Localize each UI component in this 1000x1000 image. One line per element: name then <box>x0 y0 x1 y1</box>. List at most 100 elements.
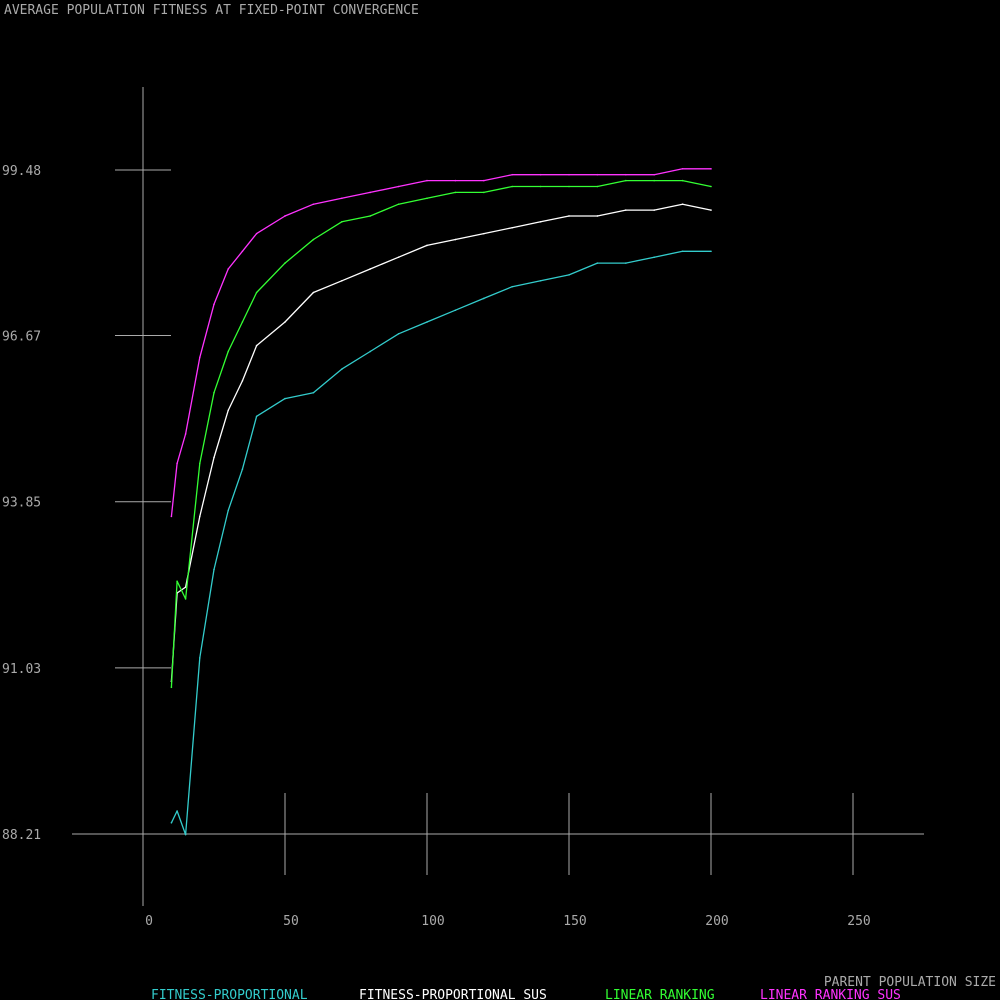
data-point <box>213 456 215 459</box>
data-point <box>213 568 215 571</box>
data-point <box>397 332 400 335</box>
data-point <box>710 250 712 253</box>
x-tick-label: 0 <box>145 914 153 929</box>
data-point <box>710 168 712 170</box>
data-point <box>312 391 315 394</box>
data-point <box>227 509 229 512</box>
data-point <box>369 268 372 270</box>
data-point <box>454 309 457 312</box>
data-point <box>341 279 343 282</box>
data-point <box>710 209 712 211</box>
x-axis-label: PARENT POPULATION SIZE <box>824 975 996 990</box>
data-point <box>341 197 343 200</box>
series-line <box>170 168 711 517</box>
data-point <box>625 262 627 264</box>
data-point <box>511 185 513 188</box>
data-point <box>227 350 229 353</box>
legend-item: FITNESS-PROPORTIONAL <box>151 988 308 1000</box>
data-point <box>397 256 400 258</box>
data-point <box>397 185 400 188</box>
data-point <box>255 415 258 418</box>
chart-title: AVERAGE POPULATION FITNESS AT FIXED-POIN… <box>4 3 419 18</box>
x-tick-label: 100 <box>421 914 444 929</box>
data-point <box>284 262 286 264</box>
legend-item: LINEAR RANKING <box>605 988 715 1000</box>
data-point <box>483 232 485 235</box>
data-point <box>454 191 457 194</box>
y-ticks: 88.21 91.03 93.85 96.67 99.48 <box>2 164 171 843</box>
data-point <box>199 657 201 659</box>
data-point <box>426 244 428 247</box>
data-point <box>284 397 286 400</box>
data-point <box>255 232 258 235</box>
data-point <box>710 185 712 188</box>
y-tick-label: 91.03 <box>2 662 41 677</box>
data-point <box>483 179 485 182</box>
data-point <box>312 203 315 205</box>
data-point <box>511 226 513 229</box>
data-point <box>241 250 244 253</box>
data-point <box>312 291 315 294</box>
data-point <box>653 179 655 182</box>
x-ticks: 0 50 100 150 200 250 <box>145 793 871 929</box>
legend-item: LINEAR RANKING SUS <box>760 988 901 1000</box>
data-point <box>284 321 286 323</box>
data-point <box>284 215 286 217</box>
data-point <box>199 356 201 359</box>
data-point <box>454 238 457 241</box>
data-point <box>625 173 627 176</box>
legend: FITNESS-PROPORTIONAL FITNESS-PROPORTIONAL… <box>151 988 901 1000</box>
data-point <box>227 268 229 270</box>
x-tick-label: 50 <box>283 914 299 929</box>
data-point <box>483 191 485 194</box>
series-line <box>170 250 711 836</box>
data-point <box>176 462 178 465</box>
y-tick-label: 99.48 <box>2 164 41 179</box>
y-tick-label: 93.85 <box>2 496 41 511</box>
data-point <box>369 350 372 353</box>
data-point <box>227 409 229 412</box>
data-point <box>176 810 178 812</box>
data-point <box>568 215 570 217</box>
x-tick-label: 250 <box>847 914 870 929</box>
data-point <box>454 179 457 182</box>
data-point <box>184 433 187 435</box>
data-point <box>625 209 627 211</box>
x-tick-label: 150 <box>563 914 586 929</box>
data-point <box>625 179 627 182</box>
data-point <box>596 262 599 264</box>
data-point <box>653 209 655 211</box>
data-point <box>568 274 570 276</box>
data-point <box>539 173 542 176</box>
y-tick-label: 96.67 <box>2 330 41 345</box>
data-point <box>596 173 599 176</box>
data-point <box>653 173 655 176</box>
data-point <box>213 391 215 394</box>
series-line <box>170 203 712 682</box>
data-point <box>199 462 201 465</box>
data-point <box>568 185 570 188</box>
data-point <box>483 297 485 300</box>
data-point <box>426 197 428 200</box>
data-point <box>184 833 187 836</box>
data-point <box>184 598 187 600</box>
data-point <box>681 168 684 170</box>
data-point <box>241 468 244 471</box>
x-tick-label: 200 <box>705 914 728 929</box>
data-point <box>539 279 542 282</box>
data-point <box>176 580 178 583</box>
data-point <box>397 203 400 205</box>
data-point <box>369 215 372 217</box>
data-point <box>369 191 372 194</box>
data-point <box>426 321 428 323</box>
data-point <box>426 179 428 182</box>
data-point <box>511 285 513 288</box>
data-point <box>539 221 542 223</box>
series-line <box>170 179 712 688</box>
data-point <box>170 686 173 689</box>
data-point <box>241 321 244 323</box>
data-point <box>213 303 215 306</box>
data-point <box>596 215 599 217</box>
plot-lines <box>170 168 712 836</box>
legend-item: FITNESS-PROPORTIONAL SUS <box>359 988 547 1000</box>
